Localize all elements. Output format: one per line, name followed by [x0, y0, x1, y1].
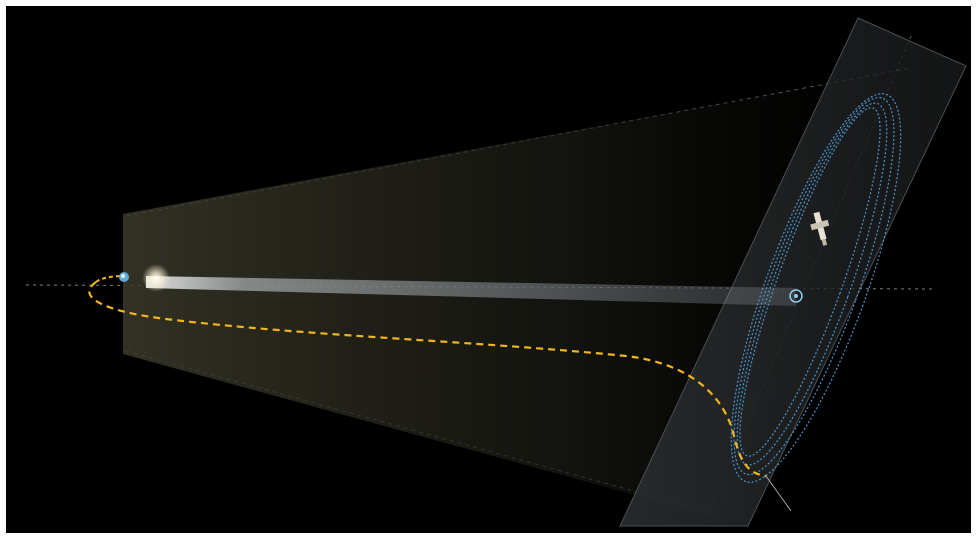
orbit-label-leader: [765, 475, 792, 512]
l2-point-icon: [789, 289, 803, 303]
spacecraft-icon: [810, 211, 830, 246]
earth-icon: [119, 272, 129, 282]
sun-glow-icon: [142, 264, 170, 292]
halo-orbit-plane: [619, 17, 967, 527]
transfer-trajectory-start: [95, 275, 125, 283]
transfer-trajectory: [88, 281, 767, 478]
diagram-frame: [6, 6, 971, 533]
sunlight-beam: [146, 276, 796, 306]
orbit-diagram: [25, 17, 967, 527]
